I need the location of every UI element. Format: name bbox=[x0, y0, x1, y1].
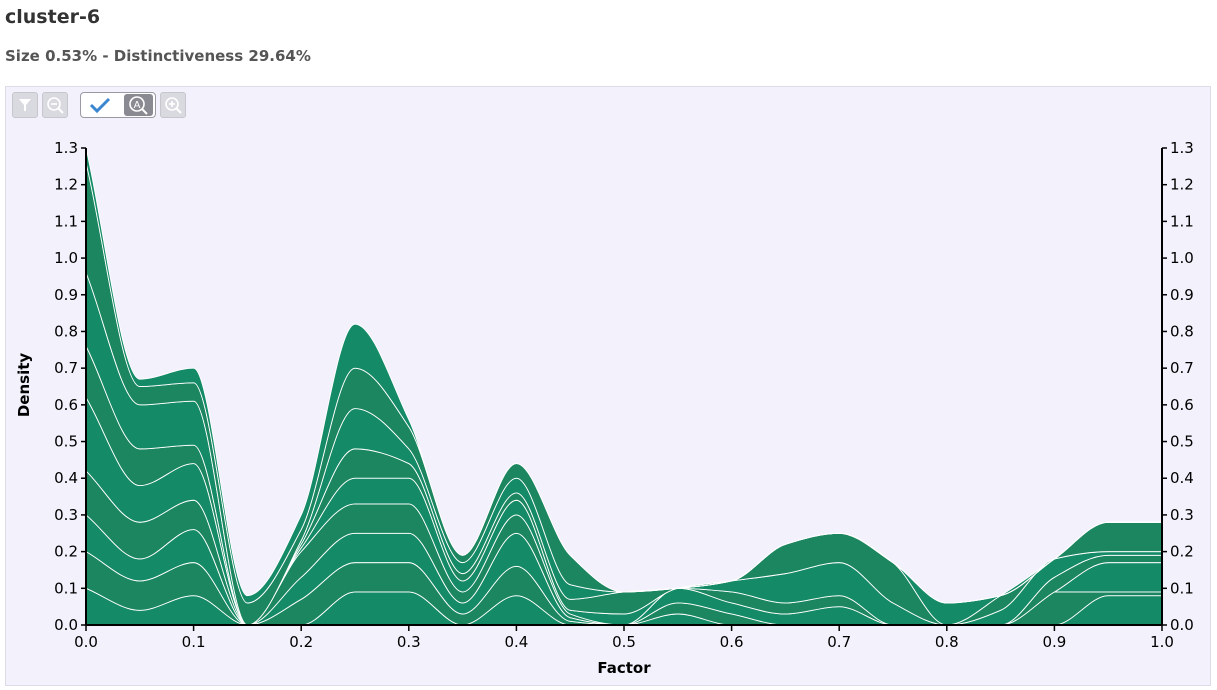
y-tick-label-left: 0.0 bbox=[54, 616, 78, 634]
y-tick-label-left: 0.2 bbox=[54, 543, 78, 561]
area-layer-6 bbox=[85, 345, 1163, 626]
y-tick-label-right: 1.1 bbox=[1170, 212, 1194, 230]
y-tick-label-left: 0.8 bbox=[54, 322, 78, 340]
y-tick-label-left: 0.6 bbox=[54, 396, 78, 414]
auto-zoom-toggle[interactable]: A bbox=[80, 92, 156, 118]
filter-button[interactable] bbox=[12, 92, 38, 118]
y-tick-label-left: 0.5 bbox=[54, 433, 78, 451]
x-tick-label: 0.2 bbox=[289, 633, 313, 651]
y-tick-label-right: 0.5 bbox=[1170, 433, 1194, 451]
page-title: cluster-6 bbox=[5, 6, 101, 28]
axes: 0.0 0.00.1 0.10.2 0.20.3 0.30.4 0.40.5 0.50.6 0… bbox=[54, 139, 1194, 651]
x-tick-label: 0.4 bbox=[504, 633, 528, 651]
x-tick-label: 0.9 bbox=[1042, 633, 1066, 651]
y-tick-label-right: 0.4 bbox=[1170, 469, 1194, 487]
y-tick-label-right: 0.2 bbox=[1170, 543, 1194, 561]
x-tick-label: 0.1 bbox=[182, 633, 206, 651]
y-tick-label-right: 0.0 bbox=[1170, 616, 1194, 634]
zoom-in-icon bbox=[165, 97, 182, 114]
filter-icon bbox=[19, 99, 31, 111]
area-layer-7 bbox=[85, 272, 1163, 626]
x-tick-label: 0.3 bbox=[397, 633, 421, 651]
y-tick-label-left: 0.9 bbox=[54, 286, 78, 304]
x-axis-label: Factor bbox=[597, 659, 651, 677]
check-icon bbox=[89, 97, 111, 114]
area-layer-9 bbox=[85, 147, 1163, 604]
y-tick-label-left: 0.7 bbox=[54, 359, 78, 377]
y-tick-label-right: 0.9 bbox=[1170, 286, 1194, 304]
cluster-stats: Size 0.53% - Distinctiveness 29.64% bbox=[5, 47, 311, 65]
y-tick-label-right: 1.3 bbox=[1170, 139, 1194, 157]
y-tick-label-left: 1.0 bbox=[54, 249, 78, 267]
zoom-in-button[interactable] bbox=[160, 92, 186, 118]
y-tick-label-right: 0.7 bbox=[1170, 359, 1194, 377]
svg-text:A: A bbox=[134, 100, 141, 111]
y-axis-label: Density bbox=[15, 353, 33, 418]
x-tick-label: 0.5 bbox=[612, 633, 636, 651]
y-tick-label-left: 1.1 bbox=[54, 212, 78, 230]
y-tick-label-right: 0.1 bbox=[1170, 579, 1194, 597]
zoom-out-button[interactable] bbox=[42, 92, 68, 118]
y-tick-label-right: 0.3 bbox=[1170, 506, 1194, 524]
x-tick-label: 0.8 bbox=[935, 633, 959, 651]
y-tick-label-left: 0.4 bbox=[54, 469, 78, 487]
y-tick-label-right: 0.8 bbox=[1170, 322, 1194, 340]
y-tick-label-right: 1.0 bbox=[1170, 249, 1194, 267]
y-tick-label-left: 1.2 bbox=[54, 176, 78, 194]
auto-zoom-icon: A bbox=[129, 96, 148, 115]
y-tick-label-left: 0.3 bbox=[54, 506, 78, 524]
y-tick-label-right: 1.2 bbox=[1170, 176, 1194, 194]
x-tick-label: 0.0 bbox=[74, 633, 98, 651]
y-tick-label-left: 0.1 bbox=[54, 579, 78, 597]
x-tick-label: 0.7 bbox=[827, 633, 851, 651]
zoom-out-icon bbox=[47, 97, 64, 114]
stacked-areas bbox=[85, 147, 1163, 626]
area-layer-5 bbox=[85, 395, 1163, 626]
x-tick-label: 0.6 bbox=[720, 633, 744, 651]
area-layer-8 bbox=[85, 162, 1163, 626]
x-tick-label: 1.0 bbox=[1150, 633, 1174, 651]
y-tick-label-right: 0.6 bbox=[1170, 396, 1194, 414]
y-tick-label-left: 1.3 bbox=[54, 139, 78, 157]
